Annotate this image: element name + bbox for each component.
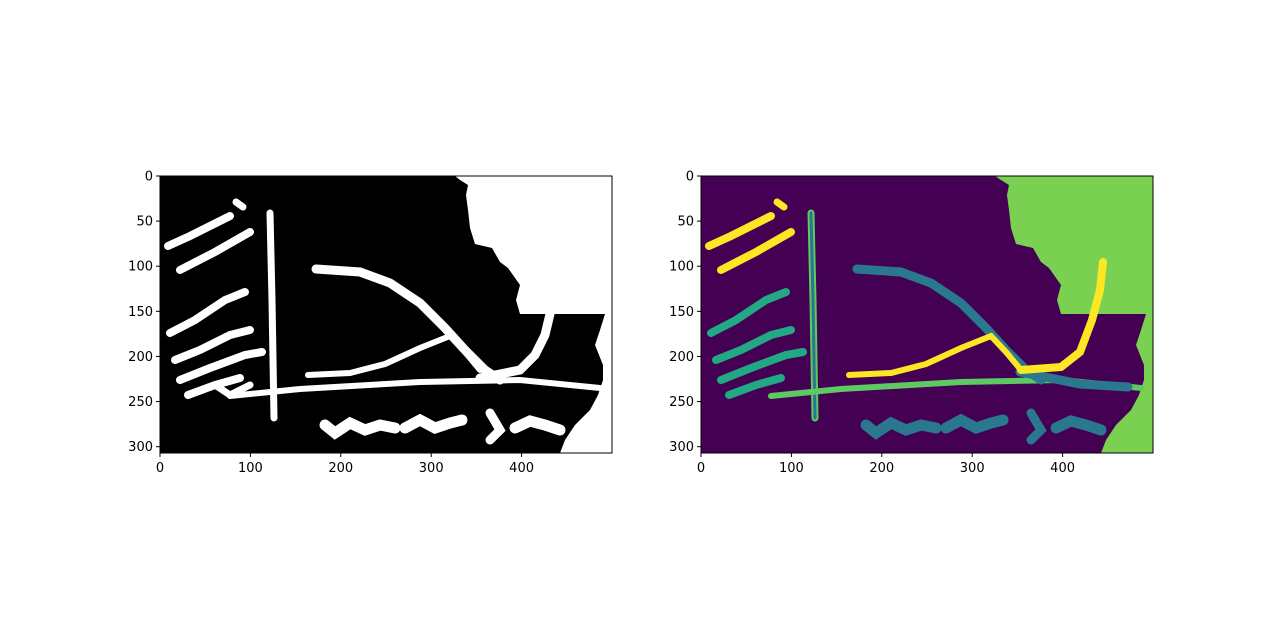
binary-y-tick-label: 250 xyxy=(128,395,153,410)
label-strokes xyxy=(705,198,1144,445)
green-region xyxy=(995,176,1153,453)
binary-y-ticks: 0 50 100 150 200 250 300 xyxy=(128,170,160,455)
binary-y-tick-label: 0 xyxy=(145,170,153,185)
label-axes-frame xyxy=(700,175,1154,454)
label-y-tick-label: 0 xyxy=(686,170,694,185)
binary-y-tick-label: 300 xyxy=(128,440,153,455)
label-y-tick-label: 300 xyxy=(669,440,694,455)
label-x-tick-label: 200 xyxy=(869,461,894,476)
binary-x-tick-label: 200 xyxy=(328,461,353,476)
label-y-tick-label: 50 xyxy=(677,215,694,230)
binary-image-content xyxy=(164,176,612,453)
binary-x-tick-label: 0 xyxy=(156,461,164,476)
panel-viridis: 0 100 200 300 400 0 50 100 150 200 250 300 xyxy=(669,170,1154,476)
label-x-tick-label: 400 xyxy=(1050,461,1075,476)
binary-y-tick-label: 50 xyxy=(136,215,153,230)
binary-y-tick-label: 200 xyxy=(128,350,153,365)
label-x-tick-label: 300 xyxy=(960,461,985,476)
label-x-tick-label: 0 xyxy=(697,461,705,476)
binary-x-tick-label: 300 xyxy=(419,461,444,476)
binary-strokes xyxy=(164,198,603,445)
label-y-tick-label: 150 xyxy=(669,305,694,320)
binary-x-ticks: 0 100 200 300 400 xyxy=(156,453,534,476)
label-y-tick-label: 250 xyxy=(669,395,694,410)
label-y-ticks: 0 50 100 150 200 250 300 xyxy=(669,170,701,455)
label-image-content xyxy=(705,176,1153,453)
binary-y-tick-label: 150 xyxy=(128,305,153,320)
label-x-tick-label: 100 xyxy=(779,461,804,476)
label-y-tick-label: 200 xyxy=(669,350,694,365)
binary-y-tick-label: 100 xyxy=(128,260,153,275)
label-x-ticks: 0 100 200 300 400 xyxy=(697,453,1075,476)
binary-x-tick-label: 400 xyxy=(509,461,534,476)
panel-binary: 0 100 200 300 400 0 50 100 150 200 250 300 xyxy=(128,170,613,476)
binary-x-tick-label: 100 xyxy=(238,461,263,476)
binary-axes-frame xyxy=(159,175,613,454)
white-region xyxy=(455,176,612,453)
label-y-tick-label: 100 xyxy=(669,260,694,275)
